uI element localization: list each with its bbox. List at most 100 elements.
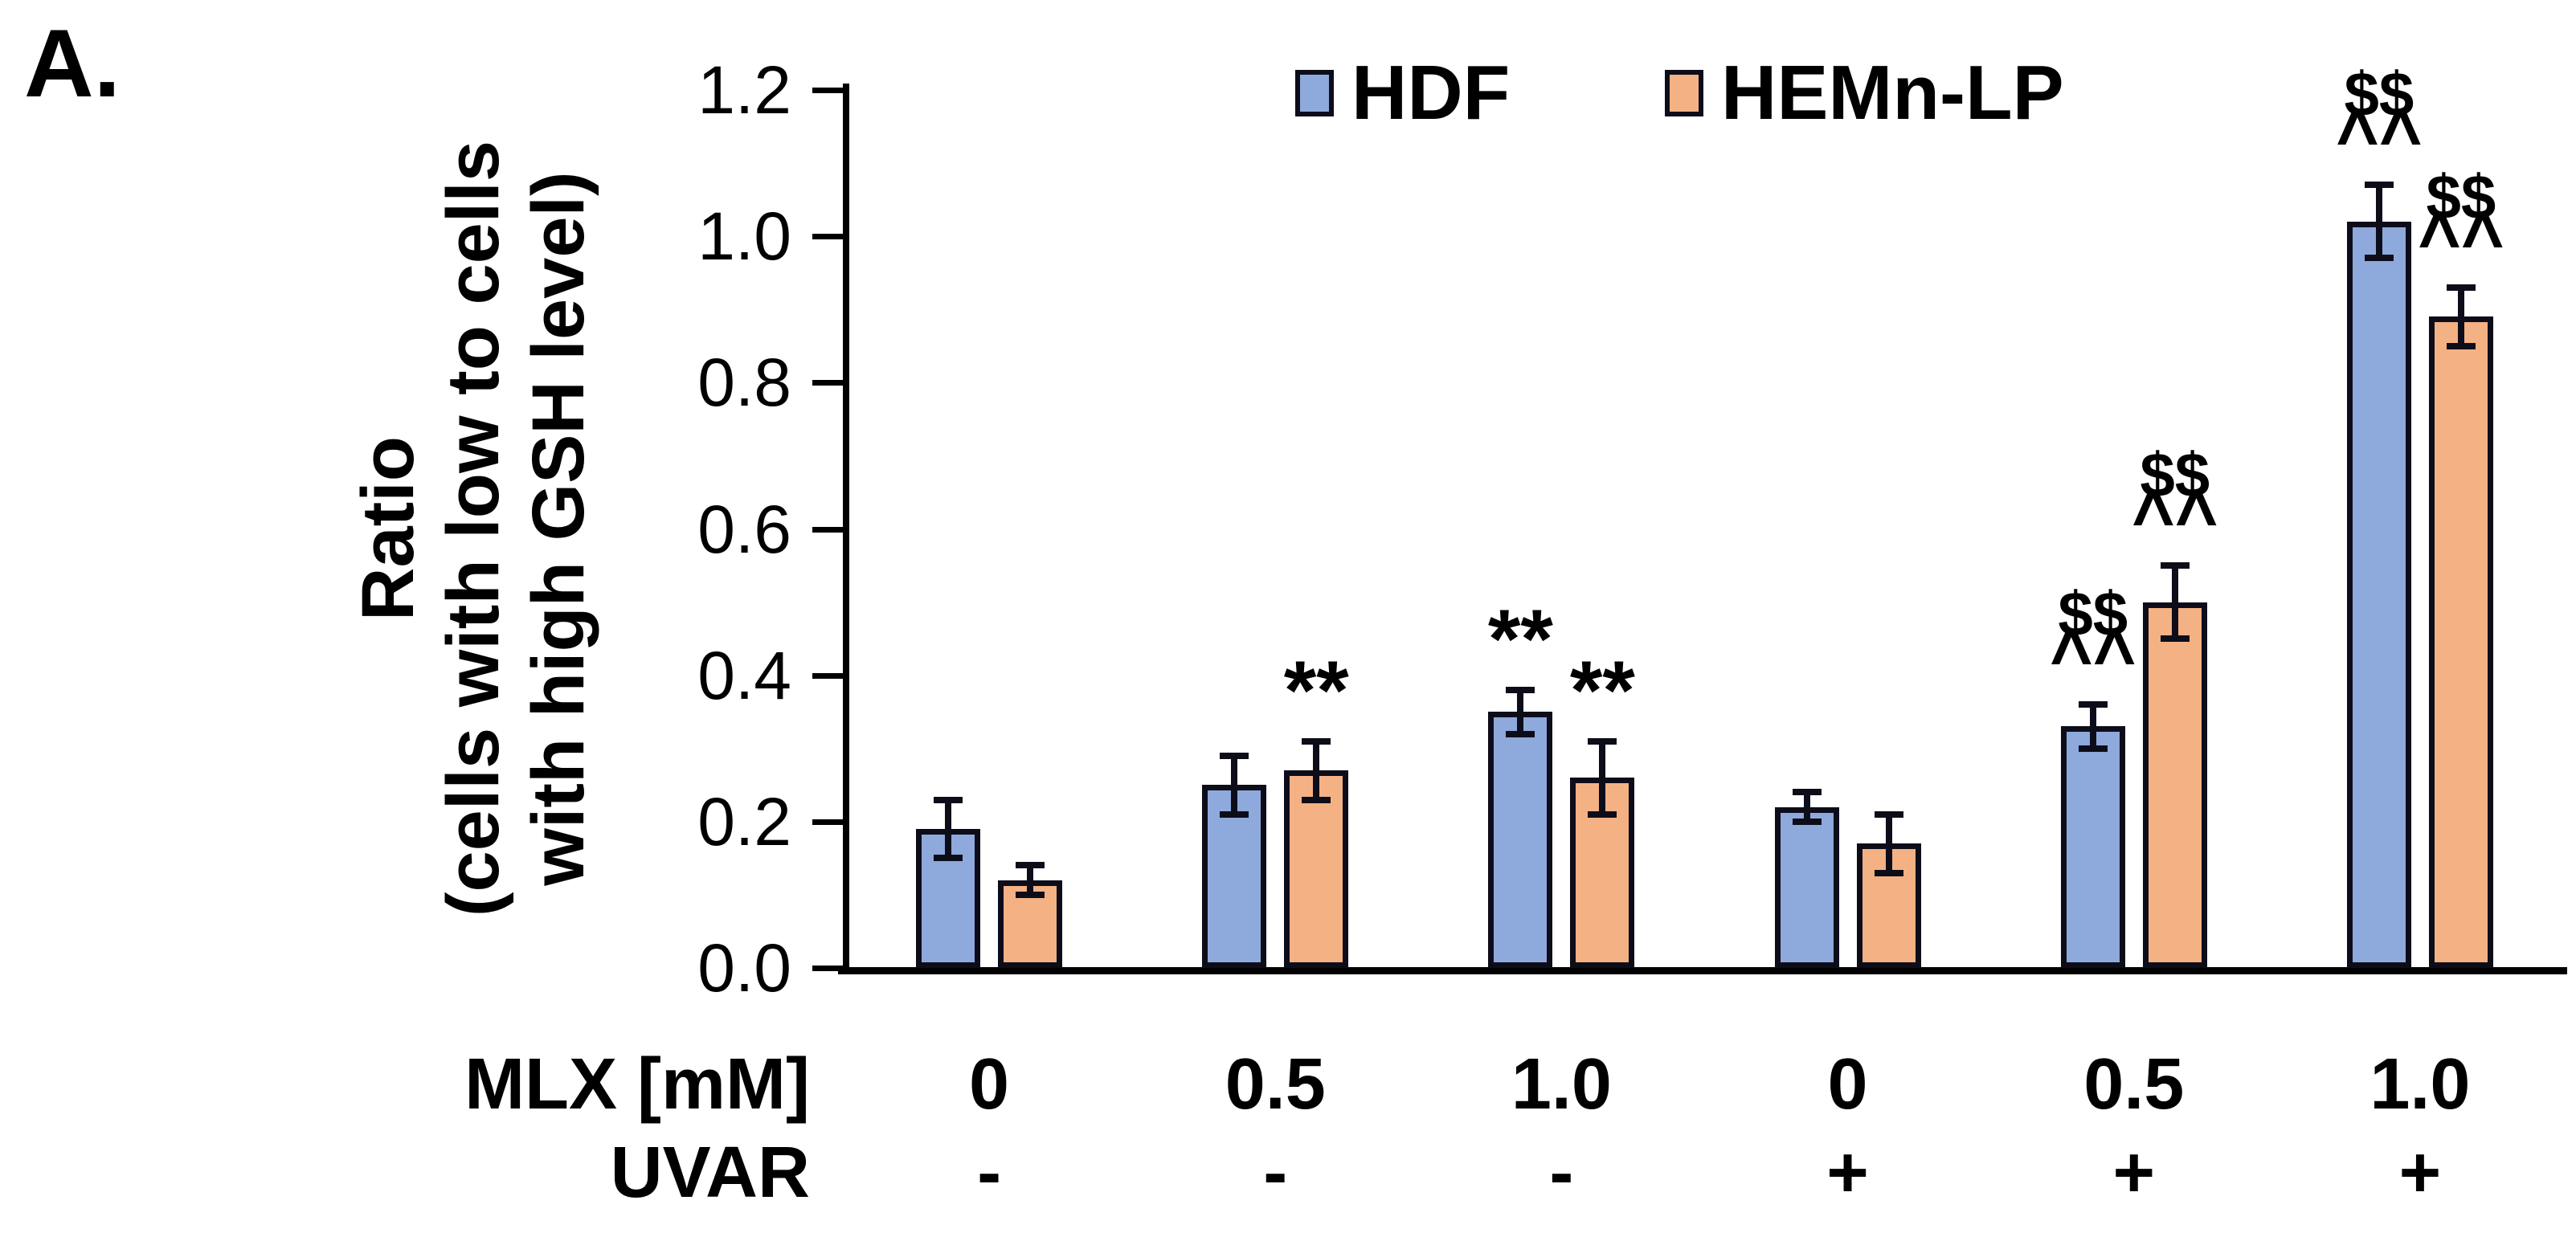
y-tick-label: 0.8 (697, 345, 791, 421)
x-value-mlx-group-3: 1.0 (1511, 1044, 1612, 1125)
error-bar-cap-bottom (1016, 891, 1045, 898)
x-value-uvar-group-4: + (1826, 1133, 1869, 1213)
legend-swatch-hdf-icon (1295, 70, 1334, 116)
error-bar-line (2089, 704, 2096, 749)
error-bar-line (1517, 689, 1524, 734)
y-tick (812, 234, 843, 240)
x-value-mlx-group-6: 1.0 (2370, 1044, 2471, 1125)
annotation-line: ** (1283, 643, 1349, 737)
annotation-line: $$ (2058, 578, 2128, 650)
significance-annotation-hdf-group-5: $$ ^^ (1965, 578, 2222, 700)
error-bar-cap-top (1220, 752, 1249, 759)
y-tick-label: 1.2 (697, 52, 791, 128)
error-bar-cap-bottom (2160, 635, 2190, 643)
x-value-uvar-group-1: - (977, 1133, 1002, 1213)
bar-hdf-group-4 (1774, 806, 1839, 968)
bar-hdf-group-5 (2060, 726, 2125, 968)
error-bar-line (1885, 814, 1892, 873)
y-tick (812, 526, 843, 533)
panel-label: A. (24, 10, 121, 117)
error-bar-cap-top (1588, 737, 1617, 745)
error-bar-line (1231, 755, 1238, 815)
error-bar-cap-top (2364, 182, 2394, 189)
y-tick (812, 88, 843, 93)
error-bar-line (2457, 287, 2464, 346)
bar-hemn-lp-group-5 (2142, 602, 2207, 968)
annotation-line: ^^ (2132, 478, 2218, 561)
annotation-line: $$ (2140, 439, 2210, 511)
y-tick-label: 1.0 (697, 198, 791, 275)
x-value-mlx-group-4: 0 (1827, 1044, 1868, 1125)
y-tick-label: 0.6 (697, 491, 791, 567)
x-value-uvar-group-6: + (2398, 1133, 2442, 1213)
error-bar-cap-bottom (2446, 342, 2476, 349)
significance-annotation-hemn-lp-group-6: $$ ^^ (2333, 161, 2576, 282)
error-bar-cap-top (934, 796, 963, 803)
y-axis-title-line2: (cells with low to cells (432, 140, 514, 917)
annotation-line: ** (1569, 643, 1635, 737)
error-bar-cap-bottom (1220, 810, 1249, 818)
x-value-mlx-group-1: 0 (969, 1044, 1010, 1125)
legend-label-hemn-lp: HEMn-LP (1721, 50, 2064, 136)
error-bar-cap-bottom (934, 855, 963, 862)
error-bar-cap-top (2446, 284, 2476, 291)
error-bar-line (1027, 865, 1034, 895)
bar-hdf-group-6 (2346, 221, 2411, 968)
annotation-line: ^^ (2336, 97, 2423, 180)
annotation-line: ^^ (2418, 199, 2504, 282)
error-bar-cap-top (2160, 562, 2190, 570)
significance-annotation-hemn-lp-group-3: ** (1474, 643, 1731, 737)
error-bar-cap-bottom (1506, 730, 1535, 737)
y-tick (812, 672, 843, 679)
significance-annotation-hdf-group-6: $$ ^^ (2251, 59, 2508, 180)
x-value-uvar-group-3: - (1549, 1133, 1574, 1213)
y-tick (812, 966, 843, 971)
bar-hdf-group-3 (1488, 712, 1553, 968)
error-bar-cap-top (1792, 789, 1822, 796)
x-row-header-uvar: UVAR (610, 1133, 810, 1213)
error-bar-cap-bottom (1792, 818, 1822, 825)
significance-annotation-hemn-lp-group-5: $$ ^^ (2046, 439, 2304, 561)
y-axis-line (843, 84, 849, 971)
error-bar-cap-bottom (1302, 796, 1331, 803)
annotation-line: ** (1487, 592, 1553, 686)
y-axis-title-line1: Ratio (347, 436, 429, 621)
error-bar-cap-top (1874, 810, 1903, 818)
bar-hemn-lp-group-6 (2428, 316, 2493, 968)
annotation-line: $$ (2344, 59, 2414, 130)
error-bar-cap-bottom (2364, 255, 2394, 262)
x-row-header-mlx: MLX [mM] (464, 1044, 810, 1125)
legend-item-hdf: HDF (1295, 55, 1510, 132)
y-tick (812, 380, 843, 386)
error-bar-line (2171, 565, 2178, 639)
x-value-mlx-group-2: 0.5 (1225, 1044, 1326, 1125)
legend-label-hdf: HDF (1351, 50, 1511, 136)
legend-item-hemn-lp: HEMn-LP (1665, 55, 2064, 132)
error-bar-cap-bottom (2078, 745, 2108, 752)
x-value-uvar-group-2: - (1263, 1133, 1288, 1213)
significance-annotation-hemn-lp-group-2: ** (1188, 643, 1445, 737)
error-bar-cap-bottom (1874, 869, 1903, 876)
y-tick-label: 0.0 (697, 930, 791, 1006)
error-bar-line (2375, 185, 2382, 259)
error-bar-cap-top (1302, 737, 1331, 745)
y-tick (812, 819, 843, 825)
y-tick-label: 0.2 (697, 783, 791, 859)
annotation-line: $$ (2426, 161, 2496, 232)
error-bar-line (945, 799, 952, 859)
error-bar-cap-top (1016, 862, 1045, 869)
error-bar-line (1803, 792, 1810, 822)
error-bar-line (1313, 741, 1320, 800)
legend-swatch-hemn-lp-icon (1665, 70, 1703, 116)
significance-annotation-hdf-group-3: ** (1392, 592, 1649, 686)
error-bar-cap-top (1506, 686, 1535, 693)
bar-hemn-lp-group-2 (1284, 770, 1349, 968)
error-bar-cap-bottom (1588, 810, 1617, 818)
x-axis-line (838, 967, 2567, 974)
x-value-mlx-group-5: 0.5 (2083, 1044, 2185, 1125)
annotation-line: ^^ (2050, 617, 2136, 700)
error-bar-cap-top (2078, 701, 2108, 708)
y-tick-label: 0.4 (697, 637, 791, 713)
error-bar-line (1599, 741, 1606, 815)
x-value-uvar-group-5: + (2112, 1133, 2156, 1213)
